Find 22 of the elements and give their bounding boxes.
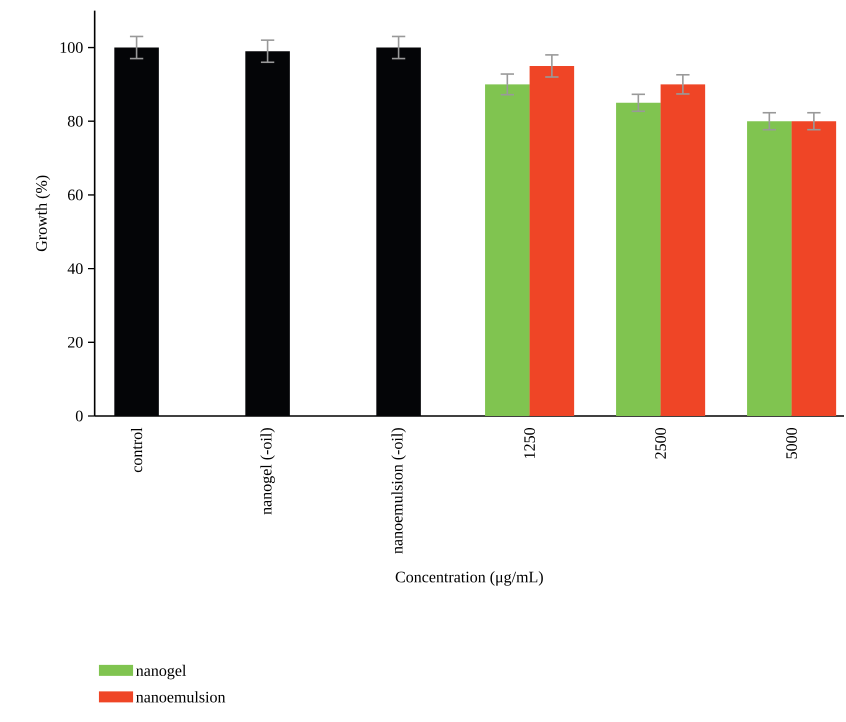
bar <box>616 102 661 416</box>
bar <box>747 121 792 416</box>
y-tick-label: 40 <box>68 263 83 274</box>
y-tick-label: 80 <box>68 116 83 127</box>
x-tick-label: 5000 <box>786 428 797 458</box>
bar <box>792 121 836 416</box>
bar <box>660 84 706 416</box>
y-tick-label: 20 <box>68 336 83 348</box>
x-tick-label: 2500 <box>655 428 666 459</box>
y-tick-label: 0 <box>76 410 83 422</box>
x-tick-label: nanoemulsion (-oil) <box>391 428 406 554</box>
y-tick-label: 100 <box>60 42 83 53</box>
y-tick-label: 60 <box>68 190 83 200</box>
x-tick-label: 1250 <box>524 428 535 458</box>
bar <box>530 66 574 416</box>
bar <box>485 84 530 416</box>
legend-label: nanoemulsion <box>136 691 226 702</box>
x-tick-label: nanogel (-oil) <box>260 428 275 515</box>
x-tick-label: control <box>130 428 142 472</box>
x-axis-title: Concentration (μg/mL) <box>396 571 543 586</box>
legend-label: nanogel <box>136 664 186 680</box>
y-axis-title: Growth (%) <box>36 176 50 252</box>
